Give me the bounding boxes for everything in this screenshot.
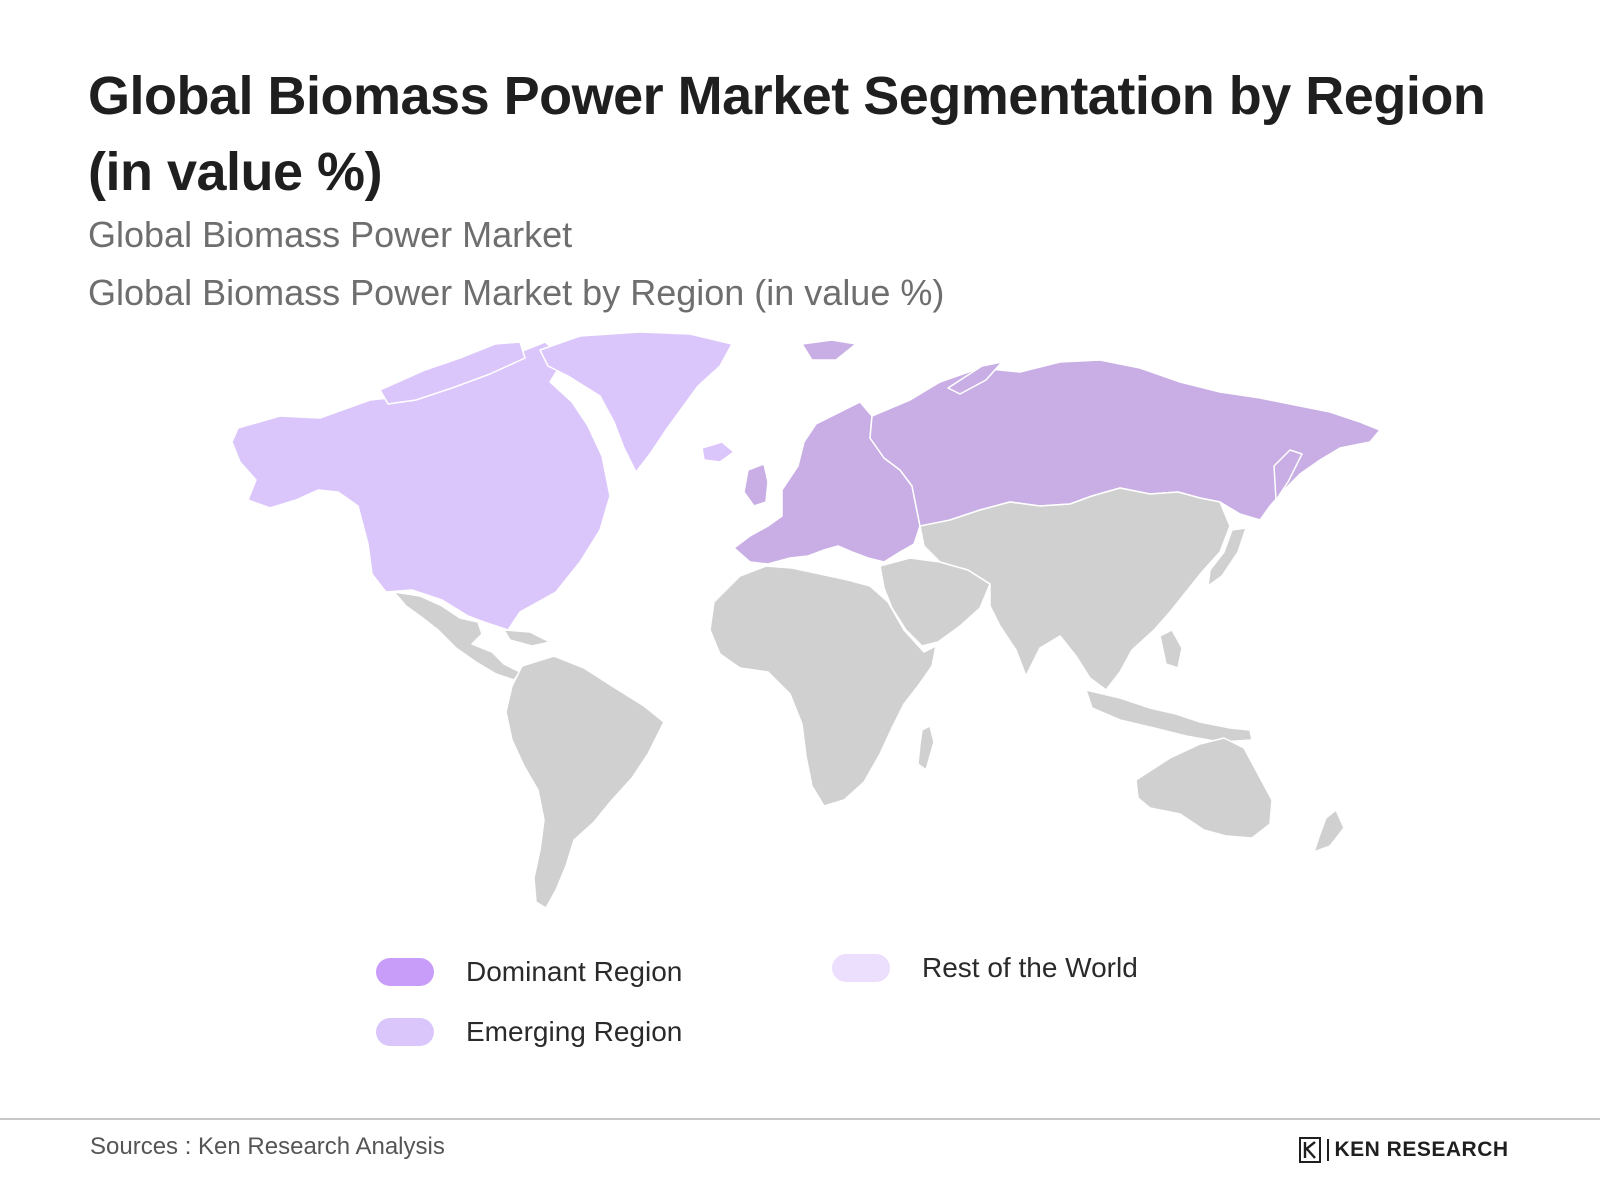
- ken-research-k-icon: [1299, 1137, 1321, 1163]
- map-region-australia: [1135, 737, 1273, 839]
- ken-research-logo: KEN RESEARCH: [1298, 1137, 1509, 1163]
- map-region-svalbard: [801, 339, 857, 361]
- source-note: Sources : Ken Research Analysis: [90, 1133, 445, 1160]
- legend-item-emerging: Emerging Region: [376, 1016, 682, 1048]
- world-map: [231, 331, 1381, 909]
- legend-swatch-rest: [832, 954, 890, 982]
- map-region-arctic-islands: [379, 341, 526, 405]
- map-region-kamchatka: [1273, 449, 1303, 501]
- map-region-southeast-asia-islands: [1085, 689, 1253, 743]
- map-region-novaya-zemlya: [947, 361, 1003, 395]
- map-region-asia: [919, 487, 1231, 691]
- map-region-philippines: [1159, 629, 1183, 669]
- map-region-new-zealand: [1313, 809, 1345, 853]
- subtitle-by-region: Global Biomass Power Market by Region (i…: [88, 272, 945, 313]
- map-region-madagascar: [917, 725, 935, 771]
- map-region-iceland: [701, 441, 735, 463]
- map-region-south-america: [505, 655, 665, 909]
- legend-swatch-dominant: [376, 958, 434, 986]
- map-region-greenland: [539, 331, 733, 473]
- map-region-africa: [709, 565, 937, 807]
- chart-title: Global Biomass Power Market Segmentation…: [88, 66, 1486, 202]
- logo-separator: [1327, 1139, 1329, 1161]
- map-region-japan: [1207, 527, 1247, 587]
- logo-text: KEN RESEARCH: [1334, 1138, 1509, 1161]
- legend-item-rest: Rest of the World: [832, 952, 1138, 984]
- map-region-central-america: [393, 591, 521, 681]
- map-region-caribbean: [503, 629, 551, 647]
- legend-label-rest: Rest of the World: [922, 952, 1138, 983]
- legend-item-dominant: Dominant Region: [376, 956, 682, 988]
- legend-label-dominant: Dominant Region: [466, 956, 683, 987]
- subtitle-market: Global Biomass Power Market: [88, 214, 573, 255]
- legend-swatch-emerging: [376, 1018, 434, 1046]
- legend-label-emerging: Emerging Region: [466, 1016, 683, 1047]
- footer-divider: [0, 1118, 1600, 1120]
- map-region-uk: [743, 463, 769, 507]
